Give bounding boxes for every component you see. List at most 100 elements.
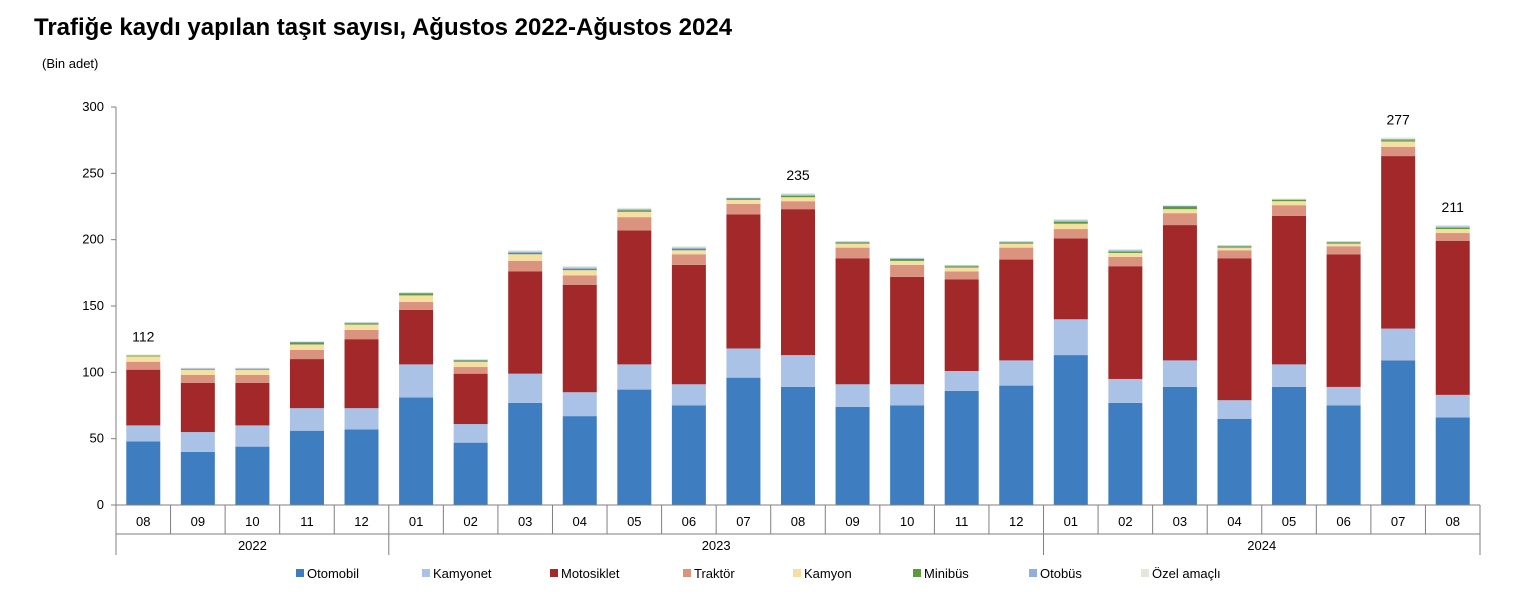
bar-segment-motosiklet <box>180 382 215 433</box>
bar-segment-otomobil <box>180 451 215 505</box>
bar-stack-03 <box>1162 205 1197 505</box>
bar-stack-09 <box>180 367 215 505</box>
bar-segment-kamyonet <box>944 371 979 391</box>
x-tick-label: 08 <box>136 514 150 529</box>
bar-segment-otomobil <box>617 389 652 505</box>
bar-segment-traktor <box>1053 229 1088 239</box>
x-tick-label: 12 <box>354 514 368 529</box>
bar-segment-otomobil <box>999 385 1034 505</box>
bar-segment-kamyon <box>781 197 815 202</box>
bar-segment-kamyonet <box>235 425 270 447</box>
bar-stack-01 <box>1053 219 1088 505</box>
bar-segment-traktor <box>235 374 270 383</box>
bar-segment-otobus <box>399 292 434 294</box>
bar-segment-otomobil <box>781 386 815 505</box>
bar-stack-08 <box>126 354 161 505</box>
bar-segment-otobus <box>1053 220 1088 222</box>
bar-segment-minibus <box>1435 227 1470 230</box>
bar-segment-minibus <box>399 293 434 296</box>
bar-segment-traktor <box>399 302 434 310</box>
x-tick-label: 03 <box>1173 514 1187 529</box>
bar-segment-minibus <box>235 369 270 370</box>
bar-segment-kamyon <box>1108 252 1143 257</box>
bar-stack-10 <box>235 367 270 505</box>
bar-total-label: 211 <box>1442 199 1465 215</box>
bar-segment-otobus <box>1162 205 1197 207</box>
x-axis: 08 09 10 11 12 01 02 03 04 05 06 07 08 09 10 11 12 01 02 03… <box>115 504 1481 555</box>
bar-segment-kamyonet <box>781 355 815 387</box>
y-tick-label: 250 <box>82 165 104 180</box>
x-tick-label: 05 <box>627 514 641 529</box>
chart-title: Trafiğe kaydı yapılan taşıt sayısı, Ağus… <box>34 14 733 41</box>
bar-segment-otomobil <box>289 430 324 505</box>
bar-segment-otobus <box>453 359 488 361</box>
bar-stack-04 <box>562 266 597 505</box>
legend-label: Otobüs <box>1040 566 1082 581</box>
bar-segment-motosiklet <box>453 373 488 425</box>
annotations-group: 112 235 277 211 <box>132 112 1464 345</box>
bar-segment-otobus <box>944 265 979 267</box>
bar-segment-minibus <box>944 266 979 268</box>
legend-swatch <box>1141 569 1149 577</box>
bar-segment-minibus <box>344 323 379 325</box>
bar-segment-ozel-amacli <box>508 250 543 252</box>
bar-segment-traktor <box>999 247 1034 260</box>
bar-segment-ozel-amacli <box>1381 137 1416 139</box>
bar-segment-kamyon <box>508 254 543 261</box>
bar-segment-traktor <box>726 203 761 215</box>
bar-stack-02 <box>453 359 488 505</box>
bar-segment-kamyon <box>835 243 870 248</box>
bar-stack-02 <box>1108 248 1143 505</box>
bar-segment-ozel-amacli <box>1108 248 1143 251</box>
bar-segment-kamyon <box>399 295 434 303</box>
legend-swatch <box>793 569 801 577</box>
bar-segment-kamyonet <box>508 373 543 403</box>
bar-segment-ozel-amacli <box>1272 198 1307 200</box>
bar-segment-otomobil <box>399 397 434 505</box>
x-tick-label: 03 <box>518 514 532 529</box>
bar-segment-otobus <box>1217 245 1252 247</box>
bar-stack-06 <box>1326 240 1361 505</box>
bar-segment-ozel-amacli <box>1326 240 1361 242</box>
bar-segment-ozel-amacli <box>671 246 706 248</box>
bar-stack-08 <box>781 193 815 505</box>
y-axis-unit-label: (Bin adet) <box>42 56 98 71</box>
bar-segment-ozel-amacli <box>726 197 761 198</box>
bar-segment-kamyon <box>944 267 979 272</box>
x-tick-label: 06 <box>682 514 696 529</box>
bar-stack-05 <box>617 207 652 505</box>
bar-segment-otomobil <box>1272 386 1307 505</box>
bar-segment-kamyonet <box>1272 364 1307 387</box>
legend-swatch <box>296 569 304 577</box>
bar-stack-01 <box>399 292 434 505</box>
bar-total-label: 235 <box>786 167 810 183</box>
bar-segment-ozel-amacli <box>781 193 815 195</box>
bar-segment-traktor <box>1108 256 1143 267</box>
bar-segment-otobus <box>781 194 815 196</box>
bar-segment-otobus <box>1381 138 1416 141</box>
bar-segment-kamyon <box>1435 229 1470 234</box>
bar-segment-kamyonet <box>1053 319 1088 356</box>
bar-segment-otomobil <box>1108 402 1143 505</box>
x-tick-label: 06 <box>1336 514 1350 529</box>
bar-segment-otobus <box>180 368 215 370</box>
bar-segment-minibus <box>180 369 215 370</box>
bar-segment-otomobil <box>562 416 597 505</box>
bar-segment-kamyon <box>890 260 925 265</box>
bar-segment-traktor <box>180 374 215 383</box>
bar-segment-minibus <box>835 242 870 244</box>
bar-segment-otomobil <box>1162 386 1197 505</box>
y-axis: 0 50 100 150 200 250 300 <box>82 99 117 512</box>
bar-segment-kamyon <box>1162 209 1197 214</box>
legend: Otomobil Kamyonet Motosiklet Traktör Kamyon M… <box>296 566 1221 581</box>
x-year-label: 2022 <box>238 538 267 553</box>
bar-stack-09 <box>835 240 870 505</box>
bar-segment-traktor <box>453 367 488 374</box>
x-tick-label: 02 <box>1118 514 1132 529</box>
bar-segment-minibus <box>781 195 815 198</box>
bar-segment-minibus <box>999 242 1034 244</box>
bar-segment-traktor <box>781 201 815 210</box>
bar-segment-ozel-amacli <box>289 341 324 342</box>
bar-segment-traktor <box>562 275 597 285</box>
